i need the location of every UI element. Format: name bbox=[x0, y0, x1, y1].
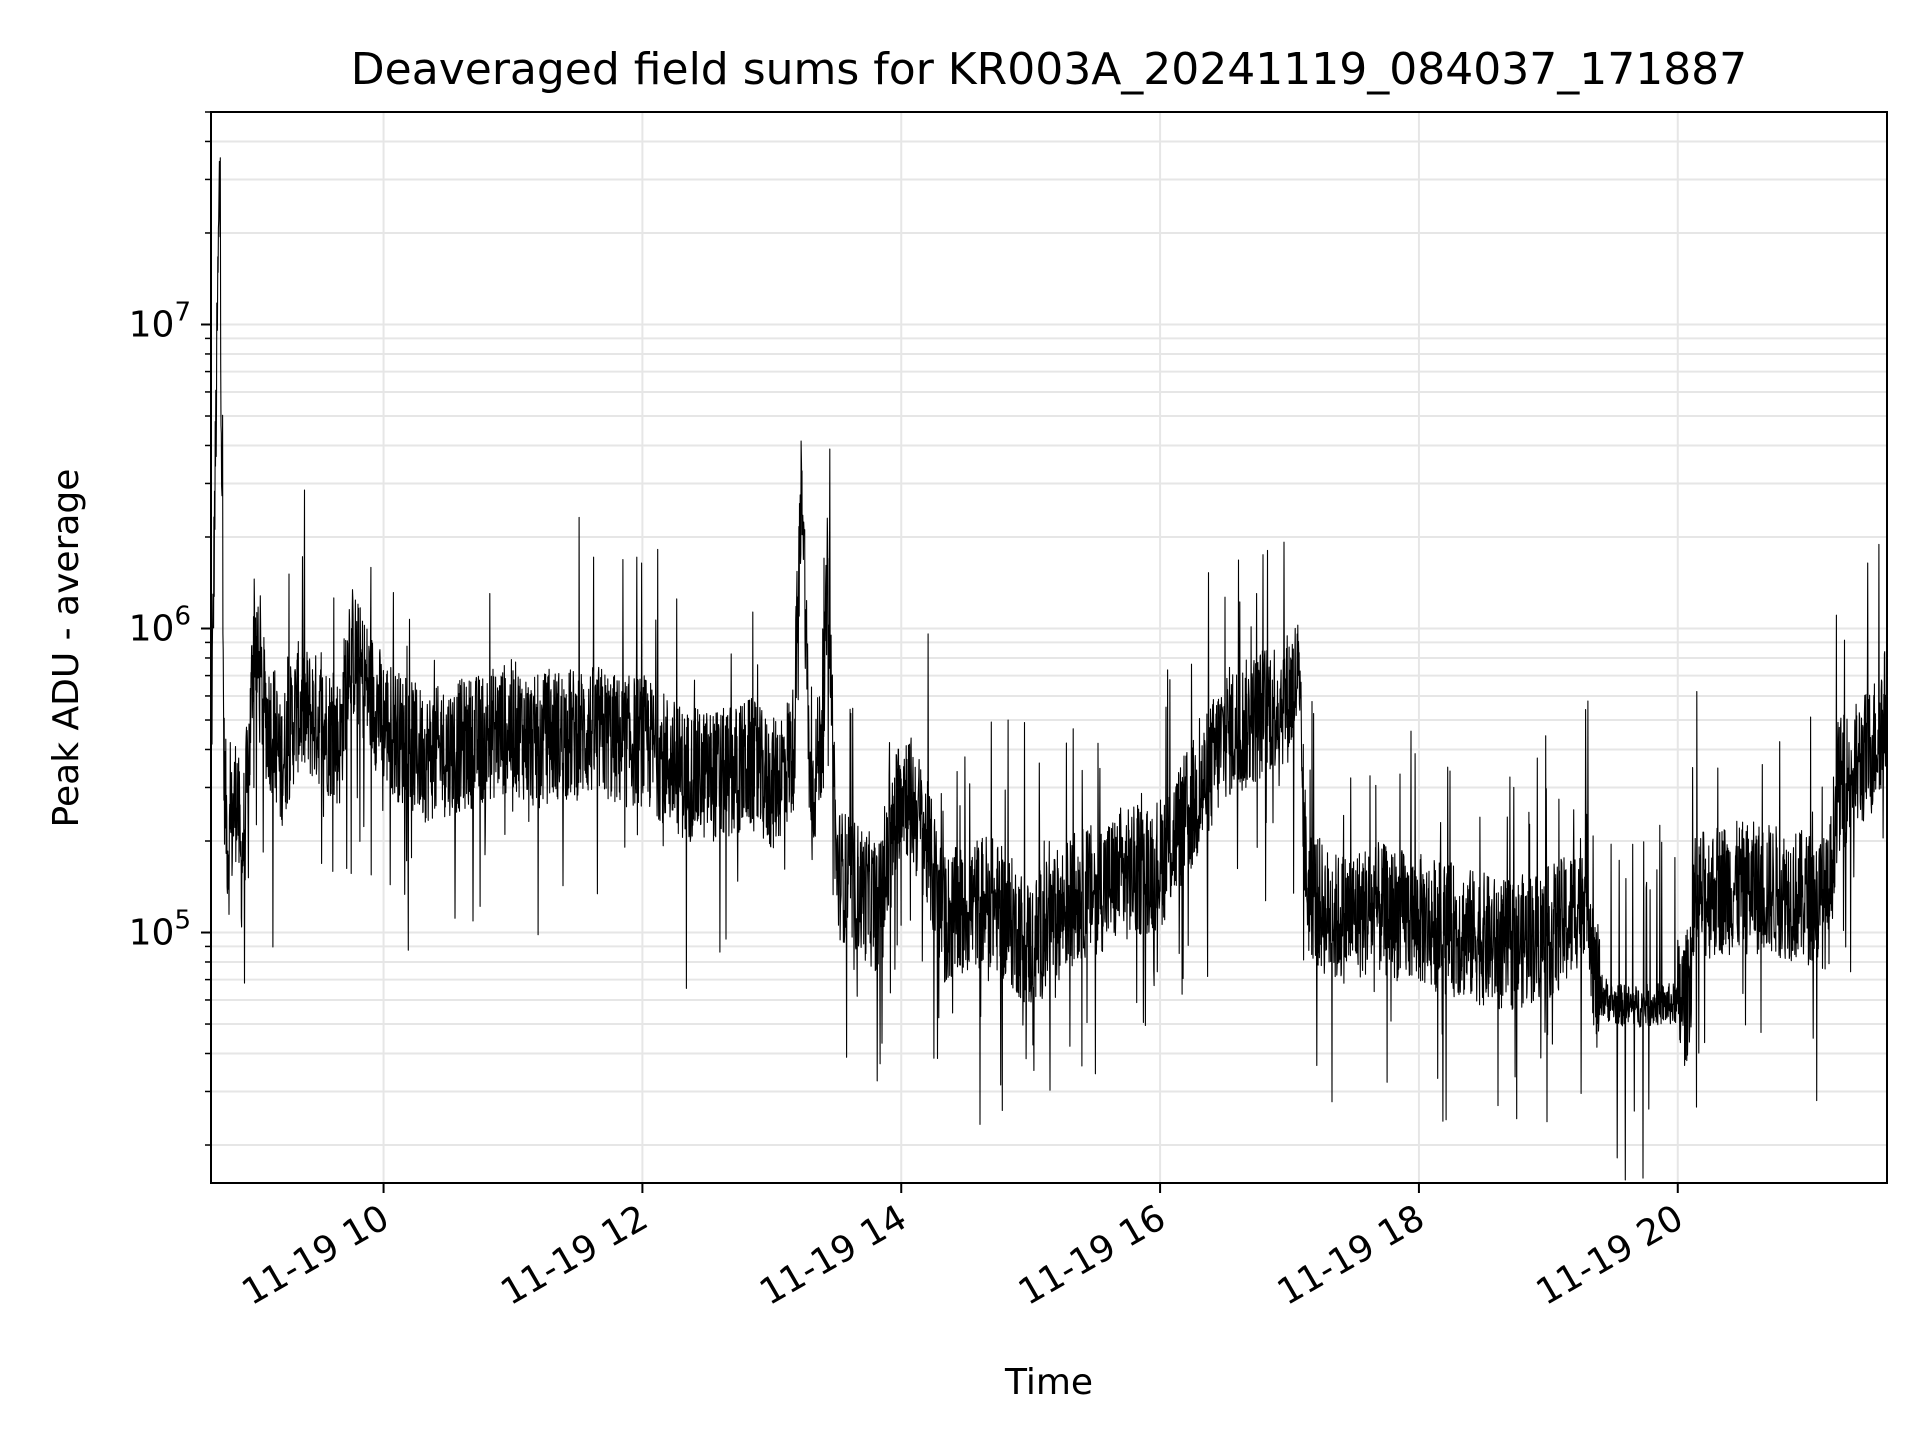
y-tick-label: 105 bbox=[129, 906, 191, 954]
y-axis: 105 106 107 bbox=[129, 111, 211, 1146]
y-tick-label: 107 bbox=[129, 297, 191, 345]
x-axis-label: Time bbox=[1004, 1362, 1093, 1403]
chart-title: Deaveraged field sums for KR003A_2024111… bbox=[351, 44, 1747, 95]
y-tick-label: 106 bbox=[129, 602, 191, 650]
series-line bbox=[211, 157, 1887, 1181]
grid bbox=[211, 111, 1887, 1183]
plot-frame bbox=[210, 111, 1888, 1184]
y-axis-label: Peak ADU - average bbox=[46, 469, 87, 828]
